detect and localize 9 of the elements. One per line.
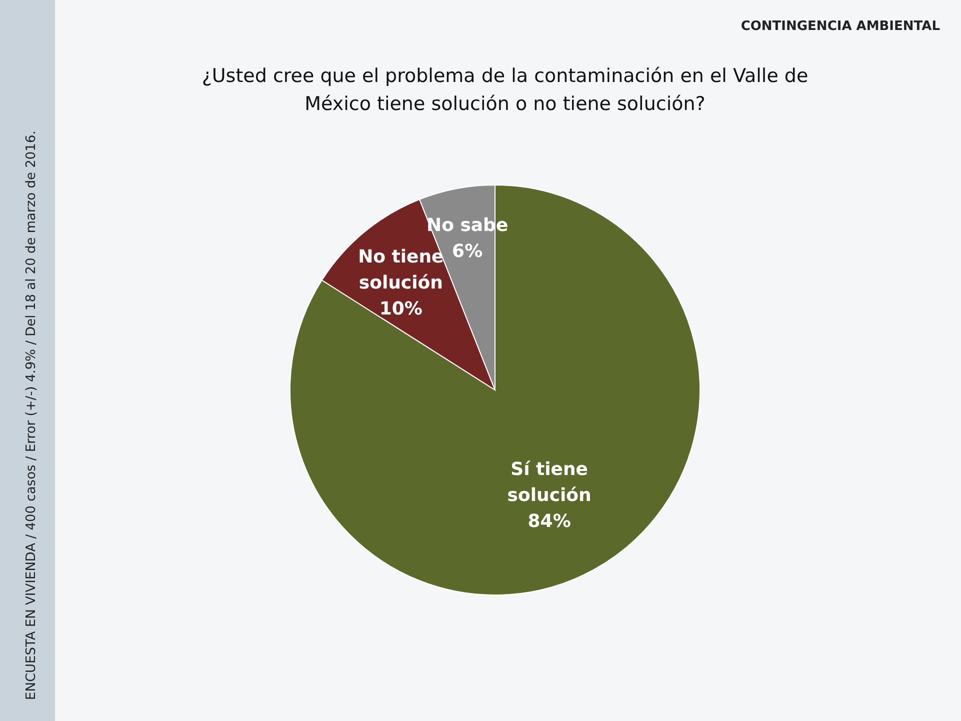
data-label: 10% [379,298,422,320]
text: ENCUESTA EN VIVIENDA / 400 casos / Error (+/-) 4.9% / Del 18 al 20 de marzo de 2016. [24,130,39,700]
slice-label: Sí tiene solución [507,458,592,506]
text: CONTINGENCIA AMBIENTAL [740,19,940,34]
pie-slice [290,184,700,596]
slice-label: No tiene solución [358,246,444,294]
chart-title: ¿Usted cree que el problema de la contaminación en el Valle de México tiene solución o no tiene solución? [202,65,808,115]
data-label: 84% [528,510,571,532]
data-label: 6% [452,241,483,262]
